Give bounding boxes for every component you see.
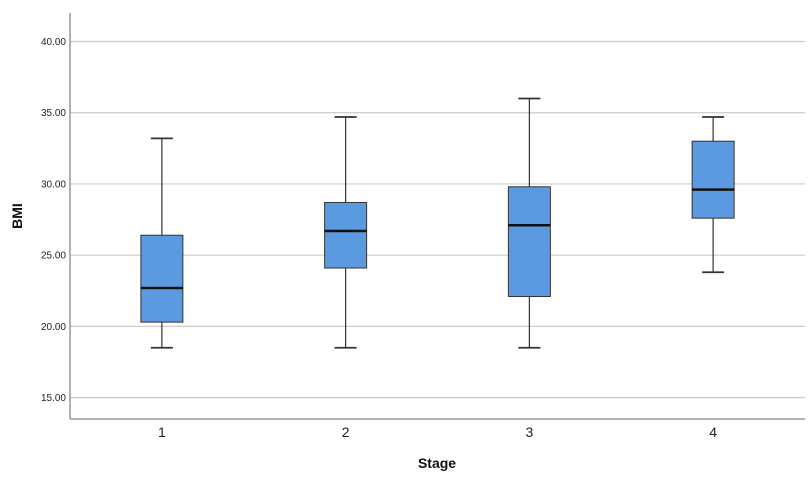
grid-lines: [70, 40, 805, 399]
box-stage-1: [140, 137, 184, 349]
x-tick-label: 4: [709, 424, 717, 440]
y-tick-label: 25.00: [41, 251, 66, 262]
boxes: [140, 97, 735, 349]
y-tick-label: 15.00: [41, 393, 66, 404]
y-tick-labels: 15.00 20.00 25.00 30.00 35.00 40.00: [41, 37, 66, 404]
y-tick-label: 40.00: [41, 37, 66, 48]
x-tick-label: 2: [342, 424, 350, 440]
box-iqr: [324, 201, 368, 269]
x-axis-label: Stage: [418, 455, 456, 471]
y-axis-label: BMI: [9, 203, 25, 229]
axes: [69, 13, 805, 420]
box-iqr: [691, 140, 735, 219]
y-tick-label: 20.00: [41, 322, 66, 333]
y-tick-label: 30.00: [41, 179, 66, 190]
box-stage-3: [507, 97, 551, 349]
x-tick-label: 1: [158, 424, 166, 440]
y-tick-label: 35.00: [41, 108, 66, 119]
box-iqr: [140, 234, 184, 323]
x-tick-label: 3: [525, 424, 533, 440]
box-iqr: [507, 186, 551, 297]
box-stage-4: [691, 116, 735, 274]
box-stage-2: [324, 116, 368, 349]
x-tick-labels: 1 2 3 4: [158, 424, 717, 440]
